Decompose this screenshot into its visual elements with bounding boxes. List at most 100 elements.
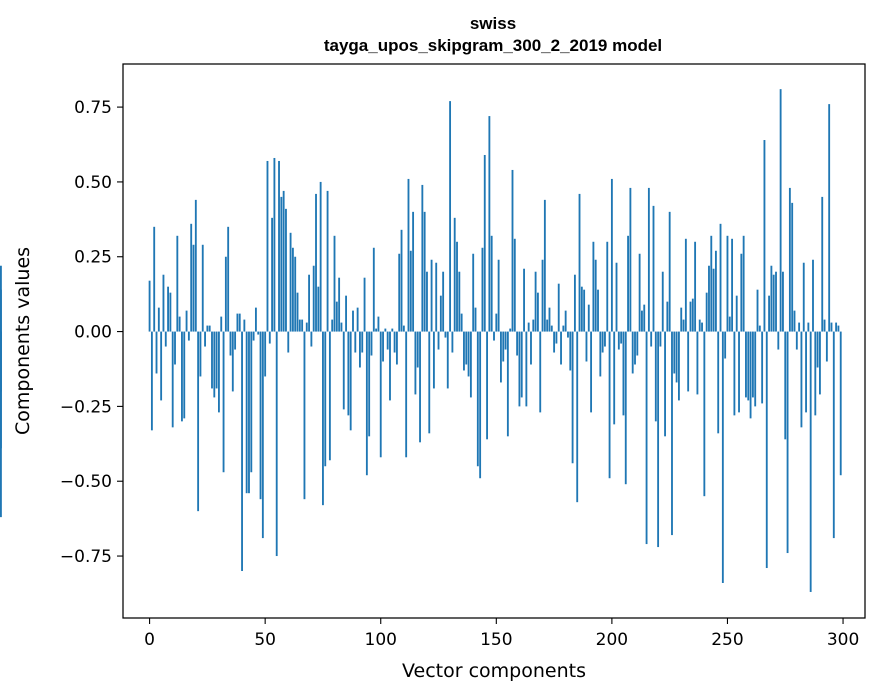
bar [426, 271, 428, 332]
bar [678, 331, 680, 401]
bar [497, 259, 500, 332]
bar [363, 277, 366, 332]
bar [580, 286, 583, 332]
bar [252, 331, 255, 341]
bar [668, 211, 671, 332]
x-tick-label: 100 [365, 630, 397, 650]
bar [698, 319, 701, 332]
bar [800, 331, 803, 428]
bar [782, 271, 784, 332]
bar [208, 325, 211, 332]
bar [389, 331, 391, 401]
bar [291, 247, 294, 332]
bar [483, 154, 486, 332]
bar [377, 316, 380, 332]
bar [728, 316, 731, 332]
bar [583, 289, 586, 332]
bar [238, 313, 241, 332]
bar [597, 289, 599, 332]
bar [178, 316, 181, 332]
bar [442, 271, 445, 332]
bar [308, 274, 310, 332]
bar [775, 271, 777, 332]
bar [393, 331, 396, 353]
bar [546, 319, 549, 332]
bar [382, 331, 384, 362]
bar [194, 199, 197, 332]
bar [532, 319, 535, 332]
bar [465, 331, 468, 365]
bar [721, 331, 724, 583]
bar [717, 331, 720, 434]
bar [703, 331, 706, 497]
bar [742, 235, 745, 332]
bar [187, 331, 190, 341]
bar [451, 331, 454, 353]
bar [148, 280, 151, 332]
bar [303, 331, 306, 500]
bar [823, 319, 826, 332]
bar [236, 313, 239, 332]
bar [215, 331, 218, 389]
bar [557, 283, 560, 332]
bar [326, 190, 329, 332]
bar [604, 331, 606, 347]
bar [710, 235, 713, 332]
bar [747, 331, 750, 401]
bar [629, 187, 632, 332]
bar [439, 295, 442, 332]
bar [661, 271, 664, 332]
bar [527, 322, 530, 332]
bar [476, 331, 479, 467]
bar [220, 316, 223, 332]
bar [705, 292, 708, 332]
bar [421, 184, 424, 332]
bar [786, 331, 789, 554]
bar [634, 331, 636, 365]
chart-subtitle: tayga_upos_skipgram_300_2_2019 model [324, 36, 662, 55]
bar [370, 331, 373, 356]
bar [777, 331, 780, 350]
bar [647, 187, 650, 332]
bar [798, 322, 801, 332]
bar [296, 292, 299, 332]
bar [541, 259, 544, 332]
bar [185, 310, 188, 332]
bar [502, 331, 505, 362]
bar [347, 331, 350, 416]
bar [726, 235, 729, 332]
bar [548, 307, 551, 332]
bar [578, 193, 581, 332]
bar [153, 226, 156, 332]
bar [807, 322, 810, 332]
bar [338, 277, 341, 332]
bar [816, 331, 819, 368]
bar [254, 307, 257, 332]
bar [305, 322, 308, 332]
bar [234, 331, 237, 350]
bar [282, 190, 285, 332]
bar [322, 331, 324, 506]
bar [724, 331, 727, 359]
bar [169, 292, 172, 332]
bar [562, 325, 565, 332]
bar [770, 265, 773, 332]
bar [511, 169, 514, 332]
bar [745, 331, 747, 398]
bar [620, 331, 623, 344]
bar [825, 331, 828, 362]
bar [333, 235, 336, 332]
bar [631, 331, 634, 374]
y-tick-label: −0.50 [60, 472, 112, 492]
bar [504, 331, 507, 350]
bar [680, 307, 683, 332]
bar [294, 256, 297, 332]
bar [830, 322, 833, 332]
bar [488, 116, 491, 332]
bar [352, 310, 354, 332]
bar [287, 331, 290, 353]
bar [280, 196, 283, 332]
bar [719, 223, 722, 332]
bar [386, 331, 389, 350]
bar [312, 265, 315, 332]
